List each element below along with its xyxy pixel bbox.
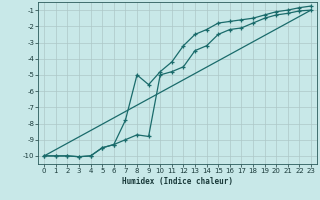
X-axis label: Humidex (Indice chaleur): Humidex (Indice chaleur) — [122, 177, 233, 186]
